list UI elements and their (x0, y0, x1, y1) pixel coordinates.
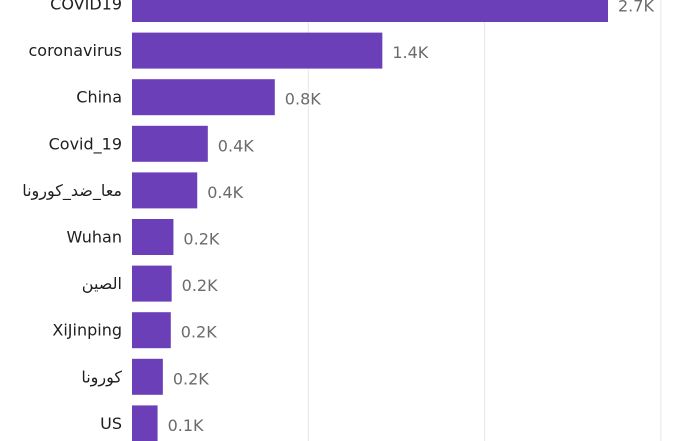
data-label: 0.2K (181, 323, 217, 342)
category-label: كورونا (81, 367, 122, 387)
category-label: Covid_19 (49, 134, 122, 154)
category-label: US (100, 414, 122, 433)
category-label: Wuhan (67, 228, 122, 247)
bar[interactable] (132, 405, 158, 441)
bar[interactable] (132, 312, 171, 349)
data-label: 0.1K (168, 416, 204, 435)
data-label: 0.4K (218, 136, 254, 155)
category-label: معا_ضد_كورونا (22, 181, 122, 201)
data-label: 0.2K (173, 369, 209, 388)
bar[interactable] (132, 32, 383, 69)
category-label: XiJinping (52, 321, 122, 340)
data-label: 2.7K (618, 0, 654, 16)
data-label: 0.4K (207, 183, 243, 202)
data-label: 1.4K (392, 43, 428, 62)
data-label: 0.2K (183, 230, 219, 249)
labels: COVID19 2.7K coronavirus 1.4K China 0.8K Covid… (22, 0, 654, 435)
bar[interactable] (132, 172, 198, 209)
category-label: الصين (82, 274, 122, 294)
data-label: 0.2K (182, 276, 218, 295)
data-label: 0.8K (285, 90, 321, 109)
bar[interactable] (132, 358, 163, 395)
category-label: coronavirus (28, 41, 122, 60)
bar[interactable] (132, 79, 275, 116)
category-label: China (76, 88, 122, 107)
bar[interactable] (132, 125, 208, 162)
gridlines (307, 0, 662, 441)
bar[interactable] (132, 0, 608, 22)
bar[interactable] (132, 265, 172, 302)
bar[interactable] (132, 219, 174, 255)
bars (132, 0, 608, 441)
category-label: COVID19 (50, 0, 122, 14)
